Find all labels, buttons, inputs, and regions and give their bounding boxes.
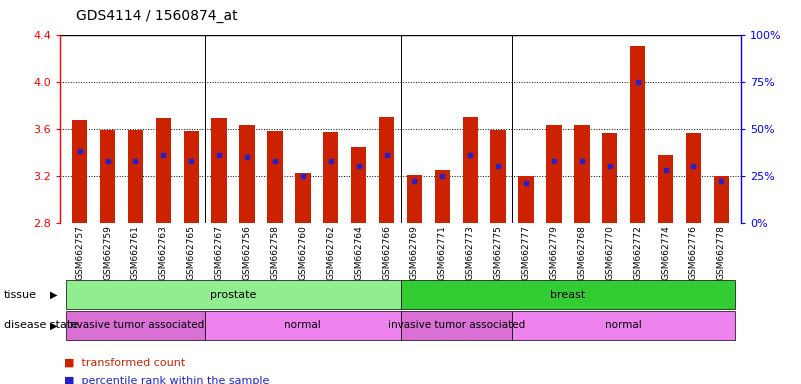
- Bar: [630, 46, 646, 223]
- Text: invasive tumor associated: invasive tumor associated: [66, 320, 204, 331]
- Text: ▶: ▶: [50, 320, 57, 331]
- Text: prostate: prostate: [210, 290, 256, 300]
- Text: disease state: disease state: [4, 320, 78, 331]
- Bar: [72, 121, 87, 223]
- Text: breast: breast: [550, 290, 586, 300]
- Text: normal: normal: [606, 320, 642, 331]
- Bar: [239, 125, 255, 223]
- Bar: [602, 133, 618, 223]
- Bar: [435, 170, 450, 223]
- Bar: [714, 176, 729, 223]
- Bar: [518, 176, 533, 223]
- Bar: [127, 130, 143, 223]
- Bar: [183, 131, 199, 223]
- Bar: [268, 131, 283, 223]
- Bar: [546, 125, 562, 223]
- Bar: [574, 125, 590, 223]
- Text: ▶: ▶: [50, 290, 57, 300]
- Bar: [211, 118, 227, 223]
- Bar: [351, 147, 366, 223]
- Bar: [407, 174, 422, 223]
- Bar: [100, 130, 115, 223]
- Text: invasive tumor associated: invasive tumor associated: [388, 320, 525, 331]
- Bar: [155, 118, 171, 223]
- Text: GDS4114 / 1560874_at: GDS4114 / 1560874_at: [76, 9, 238, 23]
- Text: ■  percentile rank within the sample: ■ percentile rank within the sample: [64, 376, 269, 384]
- Bar: [379, 117, 394, 223]
- Bar: [686, 133, 701, 223]
- Bar: [463, 117, 478, 223]
- Bar: [490, 130, 506, 223]
- Text: tissue: tissue: [4, 290, 37, 300]
- Bar: [295, 173, 311, 223]
- Text: normal: normal: [284, 320, 321, 331]
- Text: ■  transformed count: ■ transformed count: [64, 358, 185, 368]
- Bar: [658, 154, 674, 223]
- Bar: [323, 132, 338, 223]
